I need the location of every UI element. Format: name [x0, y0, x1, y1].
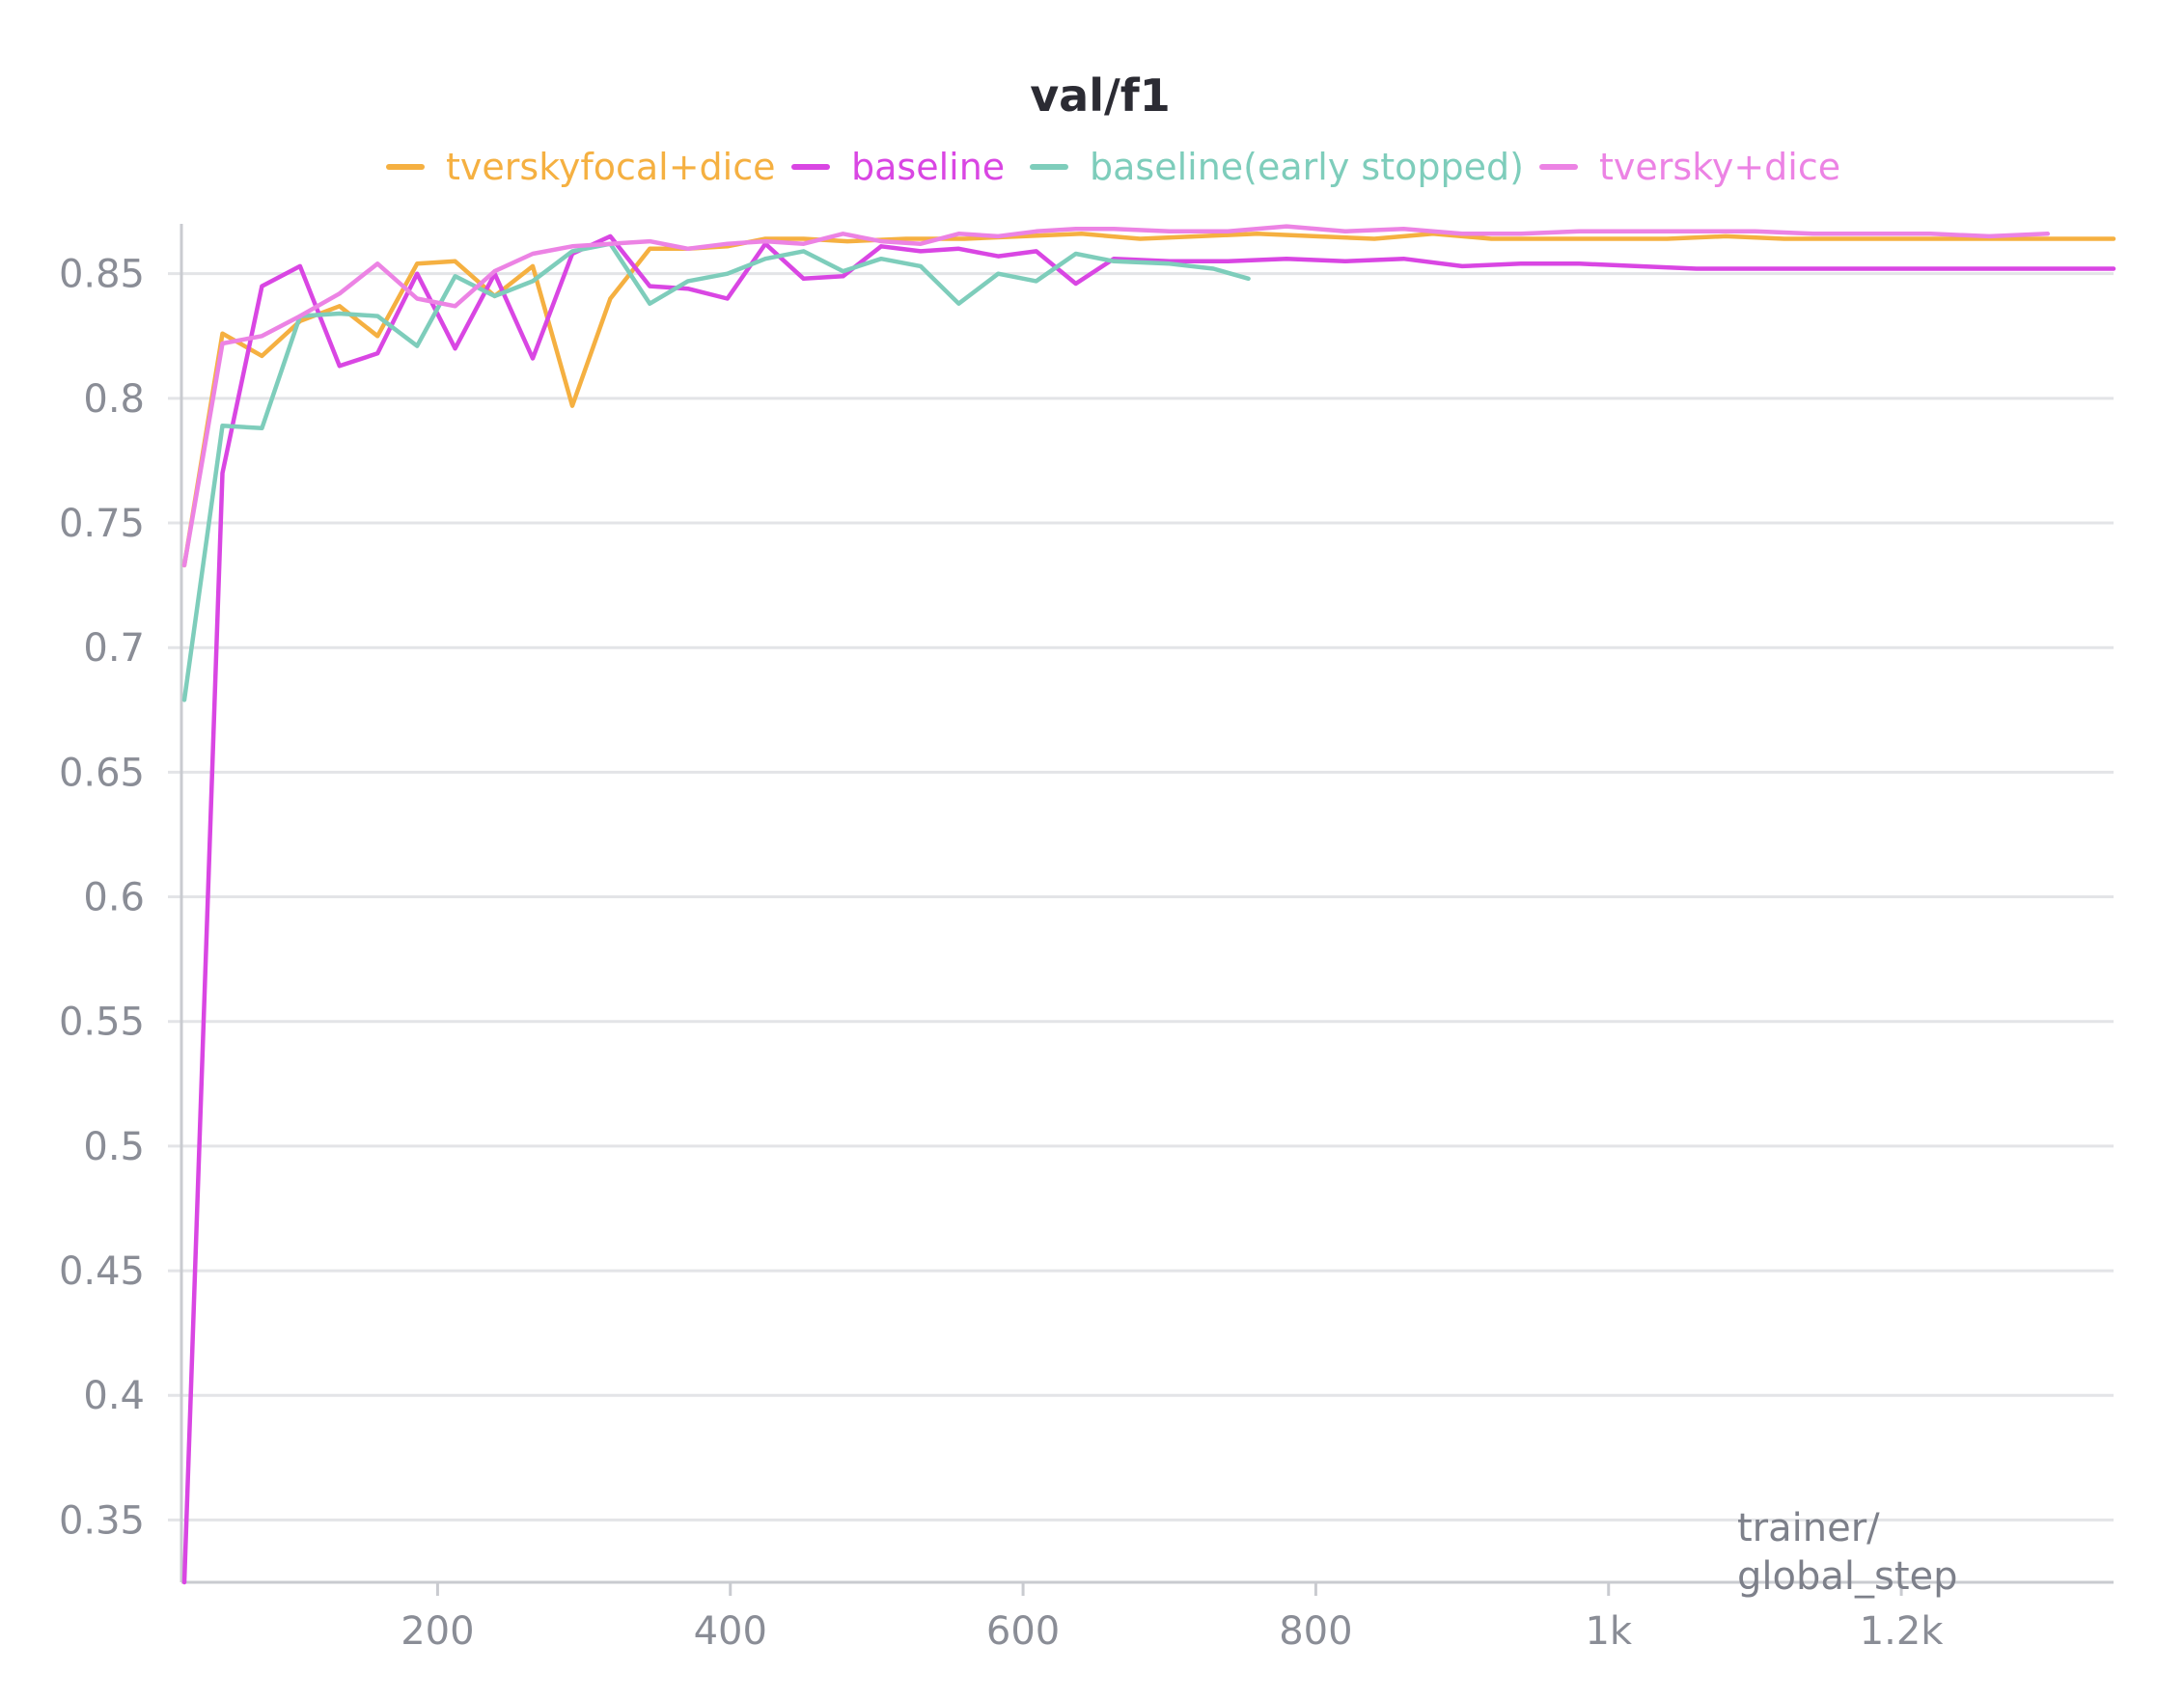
x-tick-label: 600 — [986, 1609, 1060, 1654]
y-tick-label: 0.35 — [59, 1498, 145, 1543]
series-line-1 — [181, 232, 2116, 568]
x-axis-label-line-2: global_step — [1737, 1554, 1958, 1599]
x-tick-label: 800 — [1279, 1609, 1352, 1654]
y-tick-label: 0.8 — [83, 377, 145, 422]
series-lines — [181, 224, 2116, 1585]
axes: 0.35 0.4 0.45 0.5 0.55 0.6 0.65 0.7 0.75 0.8 0.85 2… — [59, 224, 2114, 1654]
grid-lines — [168, 272, 2114, 1522]
y-tick-label: 0.45 — [59, 1249, 145, 1294]
legend-label: tverskyfocal+dice — [446, 146, 775, 188]
series-line-3 — [181, 241, 1251, 702]
legend-label: baseline — [851, 146, 1005, 188]
series-line-2 — [181, 233, 2116, 1585]
chart-title: val/f1 — [1030, 69, 1171, 122]
legend-label: baseline(early stopped) — [1090, 146, 1524, 188]
x-tick-label: 400 — [694, 1609, 767, 1654]
y-tick-label: 0.6 — [83, 876, 145, 920]
y-tick-label: 0.55 — [59, 1001, 145, 1045]
x-axis-label-line-1: trainer/ — [1737, 1506, 1880, 1550]
x-tick-label: 1k — [1585, 1609, 1632, 1654]
y-tick-label: 0.85 — [59, 253, 145, 297]
y-tick-label: 0.4 — [83, 1374, 145, 1418]
y-tick-label: 0.5 — [83, 1125, 145, 1169]
y-tick-label: 0.65 — [59, 751, 145, 795]
x-tick-label: 1.2k — [1860, 1609, 1945, 1654]
legend-label: tversky+dice — [1599, 146, 1840, 188]
series-line-4 — [181, 224, 2051, 568]
y-tick-label: 0.75 — [59, 502, 145, 546]
x-tick-label: 200 — [401, 1609, 474, 1654]
legend: tverskyfocal+dice baseline baseline(early … — [386, 146, 1840, 188]
x-axis-label: trainer/ global_step — [1737, 1506, 1958, 1599]
y-tick-label: 0.7 — [83, 626, 145, 671]
